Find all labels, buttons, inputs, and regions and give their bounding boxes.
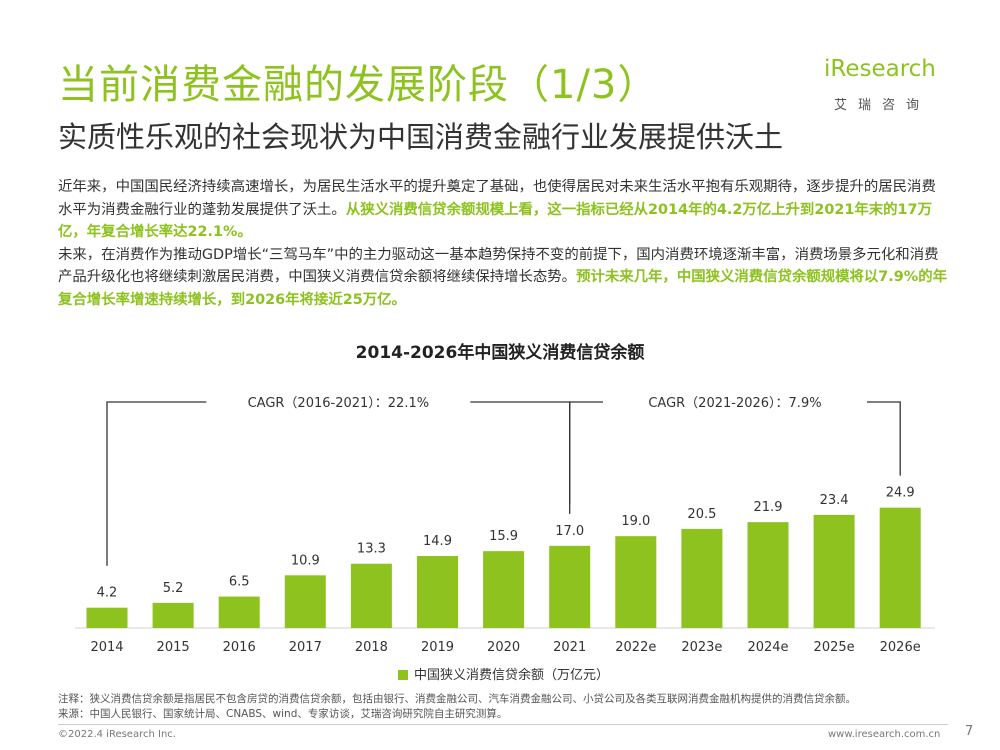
- legend-label: 中国狭义消费信贷余额（万亿元）: [414, 668, 610, 683]
- bar-value-label: 5.2: [163, 581, 184, 596]
- cagr-bracket-left: [106, 401, 207, 566]
- bar-value-label: 20.5: [687, 507, 716, 522]
- footer-copyright: ©2022.4 iResearch Inc.: [58, 729, 176, 740]
- bar-value-label: 10.9: [291, 553, 320, 568]
- footnotes: 注释：狭义消费信贷余额是指居民不包含房贷的消费信贷余额，包括由银行、消费金融公司…: [58, 692, 856, 722]
- x-tick-label: 2022e: [615, 640, 656, 655]
- iresearch-logo: iResearch 艾瑞咨询: [824, 56, 954, 118]
- bar-value-label: 17.0: [555, 524, 584, 539]
- bar-value-label: 19.0: [621, 514, 650, 529]
- x-tick-label: 2018: [355, 640, 388, 655]
- bar: [549, 545, 591, 628]
- body-text: 近年来，中国国民经济持续高速增长，为居民生活水平的提升奠定了基础，也使得居民对未…: [58, 176, 948, 312]
- paragraph-1-highlight: 从狭义消费信贷余额规模上看，这一指标已经从2014年的4.2万亿上升到2021年…: [58, 201, 932, 241]
- logo-subtitle: 艾瑞咨询: [834, 98, 931, 113]
- bar-chart: 4.2 2014 5.2 2015 6.5 2016 10.9 2017 13.3 2018 14.…: [75, 396, 935, 655]
- chart-legend: 中国狭义消费信贷余额（万亿元）: [398, 664, 609, 683]
- bar: [813, 514, 855, 628]
- chart-title: 2014-2026年中国狭义消费信贷余额: [355, 343, 645, 363]
- footer-website: www.iresearch.com.cn: [828, 729, 941, 740]
- bar-value-label: 4.2: [97, 586, 118, 601]
- x-tick-label: 2014: [90, 640, 123, 655]
- footnote-source: 来源：中国人民银行、国家统计局、CNABS、wind、专家访谈，艾瑞咨询研究院自…: [58, 708, 508, 720]
- footer-divider: [58, 724, 948, 725]
- bar: [615, 536, 657, 628]
- paragraph-2-text: 未来，在消费作为推动GDP增长“三驾马车”中的主力驱动这一基本趋势保持不变的前提…: [58, 246, 939, 286]
- bar: [879, 507, 921, 628]
- cagr-annotation: CAGR（2016-2021）：22.1%: [248, 396, 430, 411]
- page-subtitle: 实质性乐观的社会现状为中国消费金融行业发展提供沃土: [58, 120, 784, 154]
- x-tick-label: 2020: [487, 640, 520, 655]
- x-tick-label: 2015: [157, 640, 190, 655]
- bar: [417, 555, 458, 628]
- cagr-bracket-left: [569, 401, 603, 504]
- legend-swatch: [398, 670, 408, 680]
- bar: [747, 522, 789, 628]
- bar-value-label: 13.3: [357, 542, 386, 557]
- bar: [86, 607, 128, 628]
- x-tick-label: 2025e: [814, 640, 855, 655]
- bar-value-label: 24.9: [886, 486, 915, 501]
- footnote-note: 注释：狭义消费信贷余额是指居民不包含房贷的消费信贷余额，包括由银行、消费金融公司…: [58, 693, 856, 705]
- x-tick-label: 2016: [223, 640, 256, 655]
- paragraph-1: 近年来，中国国民经济持续高速增长，为居民生活水平的提升奠定了基础，也使得居民对未…: [58, 176, 948, 244]
- page-title: 当前消费金融的发展阶段（1/3）: [58, 62, 659, 108]
- bar-value-label: 6.5: [229, 575, 250, 590]
- x-tick-label: 2023e: [681, 640, 722, 655]
- x-tick-label: 2026e: [880, 640, 921, 655]
- x-tick-label: 2021: [553, 640, 586, 655]
- bar: [350, 563, 392, 628]
- bar: [483, 551, 525, 628]
- paragraph-2-highlight: 预计未来几年，中国狭义消费信贷余额规模将以7.9%的年复合增长率增速持续增长，到…: [58, 269, 947, 308]
- logo-wordmark: iResearch: [824, 56, 936, 82]
- paragraph-1-text: 近年来，中国国民经济持续高速增长，为居民生活水平的提升奠定了基础，也使得居民对未…: [58, 179, 936, 218]
- x-tick-label: 2024e: [747, 640, 788, 655]
- cagr-bracket-right: [866, 401, 901, 476]
- bar-value-label: 14.9: [423, 534, 452, 549]
- x-tick-label: 2019: [421, 640, 454, 655]
- bar: [218, 596, 260, 628]
- bar: [152, 602, 194, 628]
- cagr-annotation: CAGR（2021-2026）：7.9%: [648, 396, 821, 411]
- bar-value-label: 21.9: [754, 500, 783, 515]
- bar: [284, 575, 326, 628]
- bar-value-label: 15.9: [489, 529, 518, 544]
- x-tick-label: 2017: [289, 640, 322, 655]
- bar-value-label: 23.4: [820, 493, 849, 508]
- bar: [681, 528, 723, 628]
- cagr-bracket-right: [470, 401, 571, 514]
- paragraph-2: 未来，在消费作为推动GDP增长“三驾马车”中的主力驱动这一基本趋势保持不变的前提…: [58, 244, 948, 312]
- page-number: 7: [965, 724, 974, 739]
